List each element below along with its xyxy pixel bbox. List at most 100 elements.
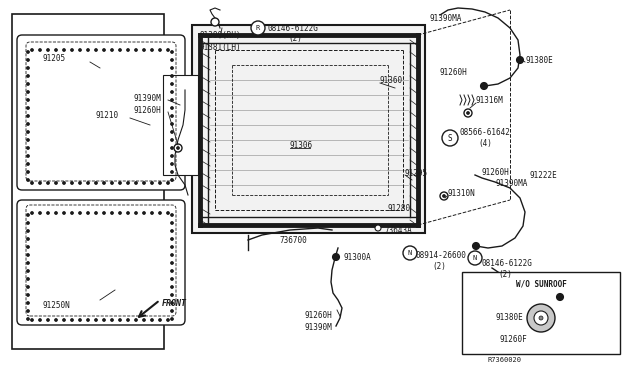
Circle shape [38,182,42,185]
Circle shape [95,182,97,185]
Circle shape [70,318,74,321]
Circle shape [375,225,381,231]
Circle shape [170,294,173,296]
Text: 91360: 91360 [380,76,403,84]
Circle shape [38,318,42,321]
Circle shape [26,131,29,134]
Circle shape [86,212,90,215]
Circle shape [170,269,173,273]
Circle shape [31,182,33,185]
Text: 91310N: 91310N [448,189,476,198]
Circle shape [118,318,122,321]
Text: 736700: 736700 [280,235,308,244]
Circle shape [79,318,81,321]
Circle shape [26,253,29,257]
Circle shape [170,253,173,257]
Circle shape [111,318,113,321]
Circle shape [166,182,170,185]
Circle shape [70,212,74,215]
Circle shape [26,74,29,77]
Circle shape [102,212,106,215]
Circle shape [26,115,29,118]
Bar [163,75,198,175]
Circle shape [134,48,138,51]
FancyBboxPatch shape [17,200,185,325]
Circle shape [118,182,122,185]
Circle shape [127,48,129,51]
Text: R7360020: R7360020 [488,357,522,363]
Circle shape [31,48,33,51]
Text: (4): (4) [478,138,492,148]
Circle shape [166,48,170,51]
Circle shape [159,212,161,215]
Circle shape [177,147,179,150]
Text: 91380E: 91380E [526,55,554,64]
Text: FRONT: FRONT [162,298,187,308]
Circle shape [481,83,488,90]
Circle shape [534,311,548,325]
Circle shape [70,48,74,51]
Text: (2): (2) [432,263,446,272]
Circle shape [403,246,417,260]
Circle shape [26,179,29,182]
Text: 91260H: 91260H [134,106,162,115]
Text: (2): (2) [288,33,302,42]
Circle shape [127,318,129,321]
Circle shape [170,163,173,166]
Circle shape [170,99,173,102]
Circle shape [468,251,482,265]
Text: 91390MA: 91390MA [430,13,462,22]
Text: 91380E: 91380E [496,314,524,323]
Circle shape [166,212,170,215]
Circle shape [26,230,29,232]
Circle shape [170,90,173,93]
Circle shape [333,253,339,260]
Text: 08914-26600: 08914-26600 [416,250,467,260]
Circle shape [170,221,173,224]
Circle shape [170,115,173,118]
Circle shape [143,182,145,185]
Text: 91390M: 91390M [305,324,333,333]
Circle shape [86,48,90,51]
Circle shape [170,51,173,54]
Circle shape [63,318,65,321]
Circle shape [54,48,58,51]
Text: N: N [473,255,477,261]
Text: W/O SUNROOF: W/O SUNROOF [516,279,566,289]
Circle shape [134,212,138,215]
Circle shape [150,318,154,321]
Text: S: S [448,134,452,142]
Circle shape [111,182,113,185]
Circle shape [170,170,173,173]
Circle shape [63,182,65,185]
Circle shape [26,317,29,321]
Circle shape [527,304,555,332]
Circle shape [26,90,29,93]
Circle shape [127,212,129,215]
Text: 91295: 91295 [405,169,428,177]
Circle shape [26,214,29,217]
FancyBboxPatch shape [17,35,185,190]
Circle shape [102,182,106,185]
Text: 91380(RH): 91380(RH) [200,31,242,39]
Circle shape [170,317,173,321]
Text: 91300A: 91300A [344,253,372,263]
Text: 73643A: 73643A [385,225,413,234]
Text: 91260H: 91260H [440,67,468,77]
Circle shape [170,179,173,182]
Circle shape [26,237,29,241]
Text: 08146-6122G: 08146-6122G [482,259,533,267]
Circle shape [26,221,29,224]
Circle shape [38,212,42,215]
Polygon shape [192,25,425,233]
Circle shape [170,214,173,217]
Circle shape [111,212,113,215]
Circle shape [47,318,49,321]
Circle shape [170,106,173,109]
Circle shape [539,316,543,320]
Circle shape [150,182,154,185]
Text: R: R [256,25,260,31]
Circle shape [70,182,74,185]
Text: 91390MA: 91390MA [496,179,529,187]
Circle shape [26,163,29,166]
